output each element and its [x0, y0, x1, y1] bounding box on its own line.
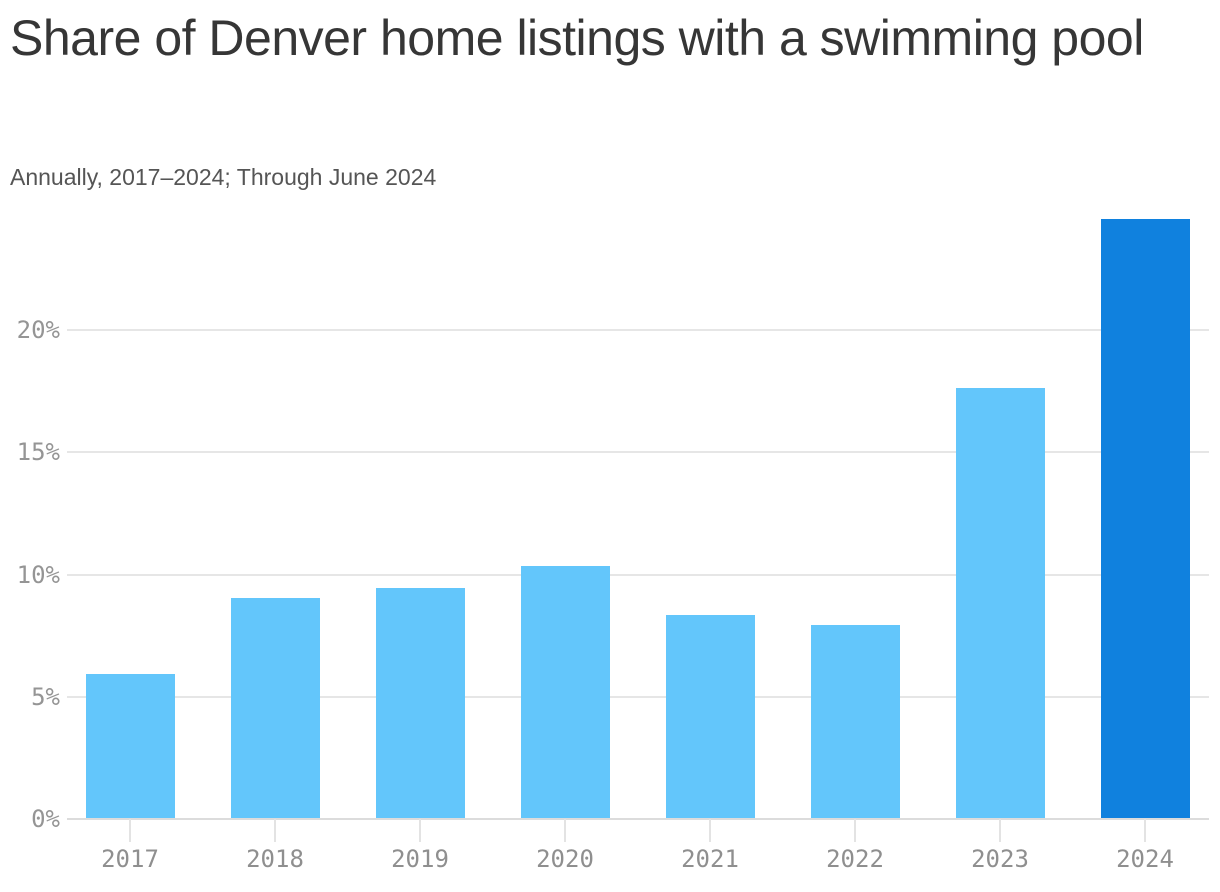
bar-2021 [666, 615, 755, 818]
y-axis-label: 5% [31, 683, 60, 711]
x-axis-line [67, 818, 1209, 820]
x-axis-tick [999, 819, 1001, 842]
y-axis-label: 10% [16, 561, 60, 589]
x-axis-tick [129, 819, 131, 842]
bar-2017 [86, 674, 175, 818]
y-axis-label: 20% [16, 316, 60, 344]
bar-2023 [956, 388, 1045, 818]
x-axis-tick [274, 819, 276, 842]
gridline [67, 329, 1209, 331]
x-axis-label: 2017 [101, 845, 159, 873]
chart-subtitle: Annually, 2017–2024; Through June 2024 [10, 164, 437, 190]
x-axis-tick [1144, 819, 1146, 842]
x-axis-label: 2024 [1116, 845, 1174, 873]
bar-2022 [811, 625, 900, 818]
y-axis-label: 15% [16, 438, 60, 466]
bar-2024 [1101, 219, 1190, 818]
x-axis-label: 2021 [681, 845, 739, 873]
x-axis-tick [419, 819, 421, 842]
x-axis-label: 2020 [536, 845, 594, 873]
chart-title: Share of Denver home listings with a swi… [10, 10, 1144, 66]
x-axis-label: 2018 [246, 845, 304, 873]
bar-2018 [231, 598, 320, 818]
x-axis-tick [564, 819, 566, 842]
x-axis-label: 2022 [826, 845, 884, 873]
gridline [67, 696, 1209, 698]
gridline [67, 451, 1209, 453]
x-axis-tick [854, 819, 856, 842]
bar-2019 [376, 588, 465, 818]
y-axis-label: 0% [31, 805, 60, 833]
bar-2020 [521, 566, 610, 818]
x-axis-label: 2019 [391, 845, 449, 873]
gridline [67, 574, 1209, 576]
x-axis-tick [709, 819, 711, 842]
x-axis-label: 2023 [971, 845, 1029, 873]
